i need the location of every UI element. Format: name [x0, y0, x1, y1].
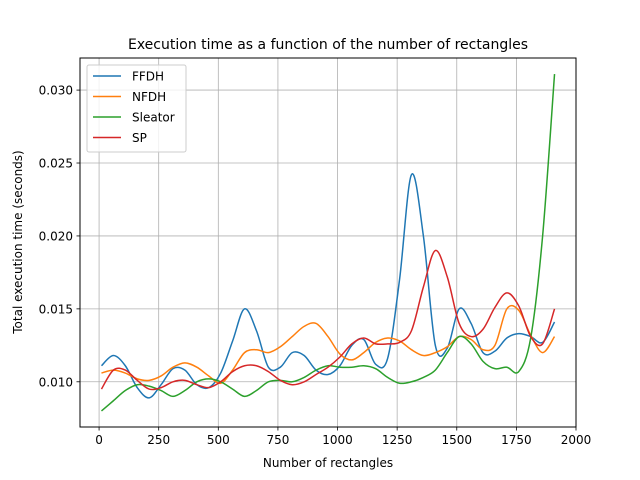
legend-box: [86, 64, 187, 153]
series-line-sleator: [100, 73, 556, 412]
x-tick-label: 0: [95, 433, 103, 447]
y-tick-label: 0.020: [39, 229, 73, 243]
legend-label-sp: SP: [132, 131, 147, 145]
x-tick-label: 250: [147, 433, 170, 447]
y-tick-label: 0.015: [39, 302, 73, 316]
series-lines: [100, 73, 556, 412]
x-tick-label: 2000: [561, 433, 592, 447]
plot-area-frame: [79, 57, 577, 428]
legend: FFDH NFDH Sleator SP: [86, 64, 187, 153]
chart-title: Execution time as a function of the numb…: [128, 37, 528, 53]
y-tick-label: 0.010: [39, 375, 73, 389]
x-tick-label: 1000: [322, 433, 353, 447]
legend-label-nfdh: NFDH: [132, 90, 166, 104]
legend-label-ffdh: FFDH: [132, 70, 164, 84]
x-tick-label: 500: [207, 433, 230, 447]
y-tick-label: 0.030: [39, 84, 73, 98]
x-tick-label: 1750: [501, 433, 532, 447]
x-tick-label: 1500: [441, 433, 472, 447]
y-tick-label: 0.025: [39, 157, 73, 171]
legend-label-sleator: Sleator: [132, 111, 175, 125]
series-line-sp: [100, 249, 556, 391]
series-line-ffdh: [100, 173, 556, 399]
series-line-nfdh: [101, 304, 556, 385]
y-axis-label: Total execution time (seconds): [11, 150, 25, 334]
x-tick-label: 1250: [382, 433, 413, 447]
x-tick-label: 750: [266, 433, 289, 447]
x-axis-label: Number of rectangles: [263, 456, 393, 470]
axis-ticks: 0 250 500 750 1000 1250 1500 1750 2000 0.010 0.015…: [39, 84, 592, 447]
